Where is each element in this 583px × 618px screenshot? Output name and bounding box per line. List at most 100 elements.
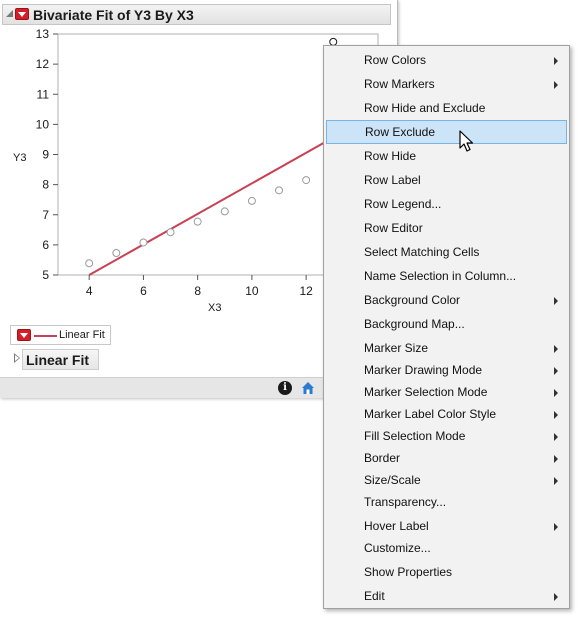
menu-item-row-editor[interactable]: Row Editor: [326, 216, 567, 240]
menu-item-label: Marker Selection Mode: [364, 385, 488, 399]
menu-item-label: Hover Label: [364, 519, 429, 533]
menu-item-hover-label[interactable]: Hover Label: [326, 514, 567, 538]
data-point[interactable]: [247, 196, 256, 205]
y-tick-label: 7: [42, 208, 49, 222]
menu-item-label: Row Colors: [364, 53, 427, 67]
legend-box[interactable]: Linear Fit: [10, 325, 111, 345]
menu-item-row-hide-and-exclude[interactable]: Row Hide and Exclude: [326, 96, 567, 120]
menu-item-customize[interactable]: Customize...: [326, 536, 567, 560]
chevron-right-icon: [554, 81, 558, 89]
menu-item-marker-drawing-mode[interactable]: Marker Drawing Mode: [326, 358, 567, 382]
report-title: Bivariate Fit of Y3 By X3: [33, 7, 194, 23]
x-axis-label: X3: [208, 302, 221, 314]
red-triangle-menu-icon[interactable]: [15, 8, 29, 20]
context-menu[interactable]: Row Colors Row Markers Row Hide and Exclud…: [323, 45, 570, 609]
y-axis-label: Y3: [13, 152, 26, 164]
menu-item-label: Row Hide: [364, 149, 417, 163]
data-point[interactable]: [85, 259, 94, 268]
menu-item-label: Marker Label Color Style: [364, 407, 497, 421]
menu-item-background-color[interactable]: Background Color: [326, 288, 567, 312]
menu-item-row-legend[interactable]: Row Legend...: [326, 192, 567, 216]
y-tick-label: 6: [42, 238, 49, 252]
menu-item-label: Border: [364, 451, 401, 465]
x-tick-label: 6: [140, 284, 147, 298]
points-layer: [85, 37, 338, 268]
menu-item-label: Row Editor: [364, 221, 423, 235]
menu-item-label: Row Exclude: [365, 125, 436, 139]
menu-item-edit[interactable]: Edit: [326, 584, 567, 608]
chevron-right-icon: [554, 523, 558, 531]
x-tick-label: 12: [299, 284, 313, 298]
menu-item-label: Size/Scale: [364, 473, 421, 487]
menu-item-show-properties[interactable]: Show Properties: [326, 560, 567, 584]
data-point[interactable]: [166, 228, 175, 237]
menu-item-row-colors[interactable]: Row Colors: [326, 48, 567, 72]
data-point[interactable]: [139, 238, 148, 247]
x-tick-label: 10: [245, 284, 259, 298]
menu-item-label: Marker Drawing Mode: [364, 363, 483, 377]
menu-item-row-label[interactable]: Row Label: [326, 168, 567, 192]
menu-item-label: Show Properties: [364, 565, 453, 579]
chevron-right-icon: [554, 411, 558, 419]
chevron-right-icon: [554, 593, 558, 601]
y-axis: 13 12 11 10 9 8 7 6 5: [36, 27, 58, 282]
linear-fit-outline-header[interactable]: Linear Fit: [22, 349, 99, 370]
y-tick-label: 11: [37, 87, 50, 101]
menu-item-label: Name Selection in Column...: [364, 269, 517, 283]
y-tick-label: 13: [36, 27, 50, 41]
menu-item-select-matching-cells[interactable]: Select Matching Cells: [326, 240, 567, 264]
chevron-down-icon: [18, 12, 26, 17]
menu-item-row-exclude[interactable]: Row Exclude: [326, 120, 567, 144]
menu-item-marker-selection-mode[interactable]: Marker Selection Mode: [326, 380, 567, 404]
data-point[interactable]: [220, 207, 229, 216]
chevron-right-icon: [554, 477, 558, 485]
chevron-right-icon: [554, 389, 558, 397]
mouse-cursor-icon: [459, 130, 474, 152]
chevron-down-icon: [20, 333, 28, 338]
data-point[interactable]: [302, 176, 311, 185]
menu-item-border[interactable]: Border: [326, 446, 567, 470]
x-axis: 4 6 8 10 12: [86, 275, 313, 298]
menu-item-label: Marker Size: [364, 341, 429, 355]
disclosure-closed-icon[interactable]: [14, 353, 20, 363]
bivariate-outline-header[interactable]: Bivariate Fit of Y3 By X3: [2, 4, 391, 25]
menu-item-label: Edit: [364, 589, 385, 603]
y-tick-label: 12: [36, 57, 50, 71]
x-tick-label: 8: [194, 284, 201, 298]
menu-item-name-selection-in-column[interactable]: Name Selection in Column...: [326, 264, 567, 288]
chevron-right-icon: [554, 297, 558, 305]
menu-item-label: Transparency...: [364, 495, 447, 509]
menu-item-label: Select Matching Cells: [364, 245, 480, 259]
menu-item-row-markers[interactable]: Row Markers: [326, 72, 567, 96]
menu-item-background-map[interactable]: Background Map...: [326, 312, 567, 336]
menu-item-marker-size[interactable]: Marker Size: [326, 336, 567, 360]
menu-item-fill-selection-mode[interactable]: Fill Selection Mode: [326, 424, 567, 448]
red-triangle-menu-icon[interactable]: [17, 329, 31, 341]
menu-item-label: Row Markers: [364, 77, 435, 91]
chevron-right-icon: [554, 57, 558, 65]
menu-item-label: Row Label: [364, 173, 421, 187]
data-point[interactable]: [112, 249, 121, 258]
menu-item-label: Row Legend...: [364, 197, 442, 211]
menu-item-label: Fill Selection Mode: [364, 429, 466, 443]
home-icon[interactable]: [300, 380, 316, 396]
y-tick-label: 10: [36, 117, 50, 131]
status-bar: i: [0, 377, 398, 398]
chevron-right-icon: [554, 455, 558, 463]
data-point[interactable]: [193, 217, 202, 226]
menu-item-label: Row Hide and Exclude: [364, 101, 486, 115]
chevron-right-icon: [554, 433, 558, 441]
chevron-right-icon: [554, 367, 558, 375]
menu-item-label: Customize...: [364, 541, 431, 555]
legend-label: Linear Fit: [59, 329, 105, 341]
y-tick-label: 9: [42, 148, 49, 162]
menu-item-label: Background Color: [364, 293, 461, 307]
chevron-right-icon: [554, 345, 558, 353]
menu-item-row-hide[interactable]: Row Hide: [326, 144, 567, 168]
menu-item-transparency[interactable]: Transparency...: [326, 490, 567, 514]
data-point[interactable]: [275, 186, 284, 195]
disclosure-open-icon[interactable]: [6, 10, 13, 17]
info-icon[interactable]: i: [278, 381, 292, 395]
menu-item-marker-label-color-style[interactable]: Marker Label Color Style: [326, 402, 567, 426]
menu-item-size-scale[interactable]: Size/Scale: [326, 468, 567, 492]
